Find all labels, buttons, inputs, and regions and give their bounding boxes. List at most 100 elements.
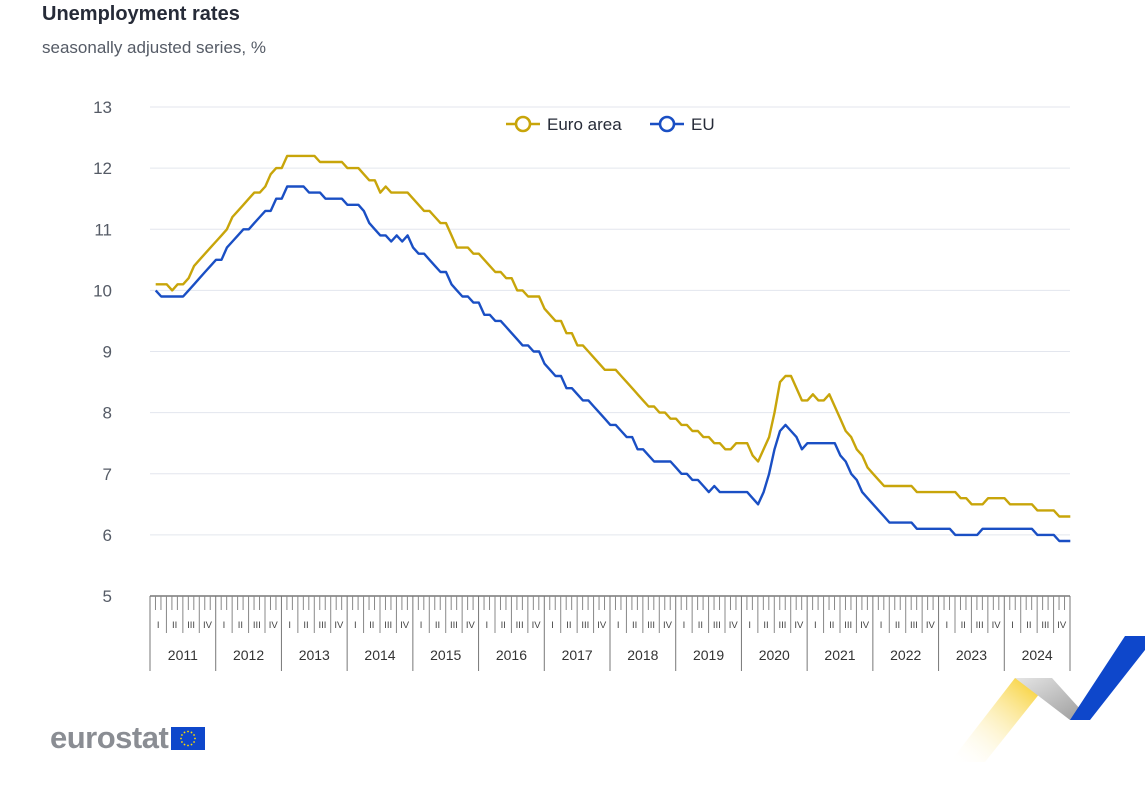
flag-star <box>187 730 190 732</box>
flag-star <box>194 737 197 739</box>
quarter-label: IV <box>532 620 542 631</box>
quarter-label: I <box>551 620 554 631</box>
quarter-label: II <box>698 620 703 631</box>
quarter-label: II <box>501 620 506 631</box>
quarter-label: III <box>844 620 852 631</box>
quarter-label: I <box>288 620 291 631</box>
y-tick-label: 7 <box>103 465 112 484</box>
series-line-euro-area[interactable] <box>155 154 1071 518</box>
quarter-label: III <box>779 620 787 631</box>
quarter-label: IV <box>597 620 607 631</box>
quarter-label: I <box>880 620 883 631</box>
quarter-label: II <box>566 620 571 631</box>
quarter-label: III <box>450 620 458 631</box>
legend[interactable]: Euro area EU <box>506 115 715 134</box>
y-tick-label: 9 <box>103 343 112 362</box>
year-label: 2018 <box>627 647 658 663</box>
flag-star <box>190 731 193 733</box>
logo-text: eurostat <box>50 720 169 755</box>
y-tick-label: 11 <box>94 220 112 239</box>
quarter-label: IV <box>466 620 476 631</box>
y-axis: 5 6 7 8 9 10 11 12 13 <box>93 98 112 606</box>
flag-star <box>190 743 193 745</box>
y-tick-label: 8 <box>103 404 112 423</box>
legend-label: EU <box>691 115 715 134</box>
eurostat-logo: eurostat <box>50 718 206 758</box>
year-label: 2022 <box>890 647 921 663</box>
quarter-label: IV <box>794 620 804 631</box>
year-label: 2012 <box>233 647 264 663</box>
chart-subtitle: seasonally adjusted series, % <box>42 38 266 57</box>
series-lines <box>154 154 1071 543</box>
quarter-label: III <box>976 620 984 631</box>
quarter-label: II <box>435 620 440 631</box>
grid-lines <box>150 106 1070 536</box>
quarter-label: II <box>1026 620 1031 631</box>
quarter-label: I <box>1011 620 1014 631</box>
quarter-label: I <box>814 620 817 631</box>
legend-marker <box>658 115 676 133</box>
quarter-label: I <box>420 620 423 631</box>
quarter-label: III <box>384 620 392 631</box>
year-label: 2021 <box>824 647 855 663</box>
y-tick-label: 13 <box>93 98 112 117</box>
year-label: 2019 <box>693 647 724 663</box>
quarter-label: I <box>945 620 948 631</box>
year-label: 2017 <box>562 647 593 663</box>
quarter-label: III <box>647 620 655 631</box>
quarter-label: II <box>829 620 834 631</box>
quarter-label: III <box>581 620 589 631</box>
quarter-label: I <box>683 620 686 631</box>
quarter-label: I <box>748 620 751 631</box>
flag-star <box>187 744 190 746</box>
flag-star <box>183 731 186 733</box>
flag-star <box>183 743 186 745</box>
quarter-label: I <box>617 620 620 631</box>
quarter-label: II <box>763 620 768 631</box>
quarter-label: II <box>172 620 177 631</box>
quarter-label: IV <box>269 620 279 631</box>
year-label: 2013 <box>299 647 330 663</box>
quarter-label: III <box>319 620 327 631</box>
flag-star <box>181 733 184 736</box>
quarter-label: IV <box>860 620 870 631</box>
quarter-label: IV <box>1057 620 1067 631</box>
y-tick-label: 10 <box>93 281 112 300</box>
flag-star <box>193 733 196 736</box>
quarter-label: III <box>253 620 261 631</box>
legend-label: Euro area <box>547 115 622 134</box>
quarter-label: I <box>485 620 488 631</box>
quarter-label: I <box>223 620 226 631</box>
quarter-label: II <box>632 620 637 631</box>
quarter-label: III <box>910 620 918 631</box>
eu-flag-icon <box>171 726 206 750</box>
quarter-label: IV <box>926 620 936 631</box>
legend-item-eu[interactable]: EU <box>650 115 715 134</box>
quarter-label: III <box>187 620 195 631</box>
year-label: 2024 <box>1022 647 1053 663</box>
quarter-label: IV <box>334 620 344 631</box>
quarter-label: IV <box>203 620 213 631</box>
series-line-eu[interactable] <box>154 185 1071 543</box>
year-label: 2015 <box>430 647 461 663</box>
legend-item-euro-area[interactable]: Euro area <box>506 115 622 134</box>
year-label: 2020 <box>759 647 790 663</box>
quarter-label: II <box>238 620 243 631</box>
year-label: 2016 <box>496 647 527 663</box>
quarter-label: II <box>961 620 966 631</box>
flag-star <box>193 740 196 743</box>
quarter-label: II <box>895 620 900 631</box>
flag-star <box>181 740 184 743</box>
quarter-label: II <box>369 620 374 631</box>
y-tick-label: 6 <box>103 526 112 545</box>
quarter-label: IV <box>663 620 673 631</box>
quarter-label: IV <box>400 620 410 631</box>
quarter-label: II <box>303 620 308 631</box>
y-tick-label: 5 <box>103 587 112 606</box>
quarter-label: III <box>1041 620 1049 631</box>
year-label: 2011 <box>168 647 198 663</box>
quarter-label: III <box>713 620 721 631</box>
year-label: 2023 <box>956 647 987 663</box>
